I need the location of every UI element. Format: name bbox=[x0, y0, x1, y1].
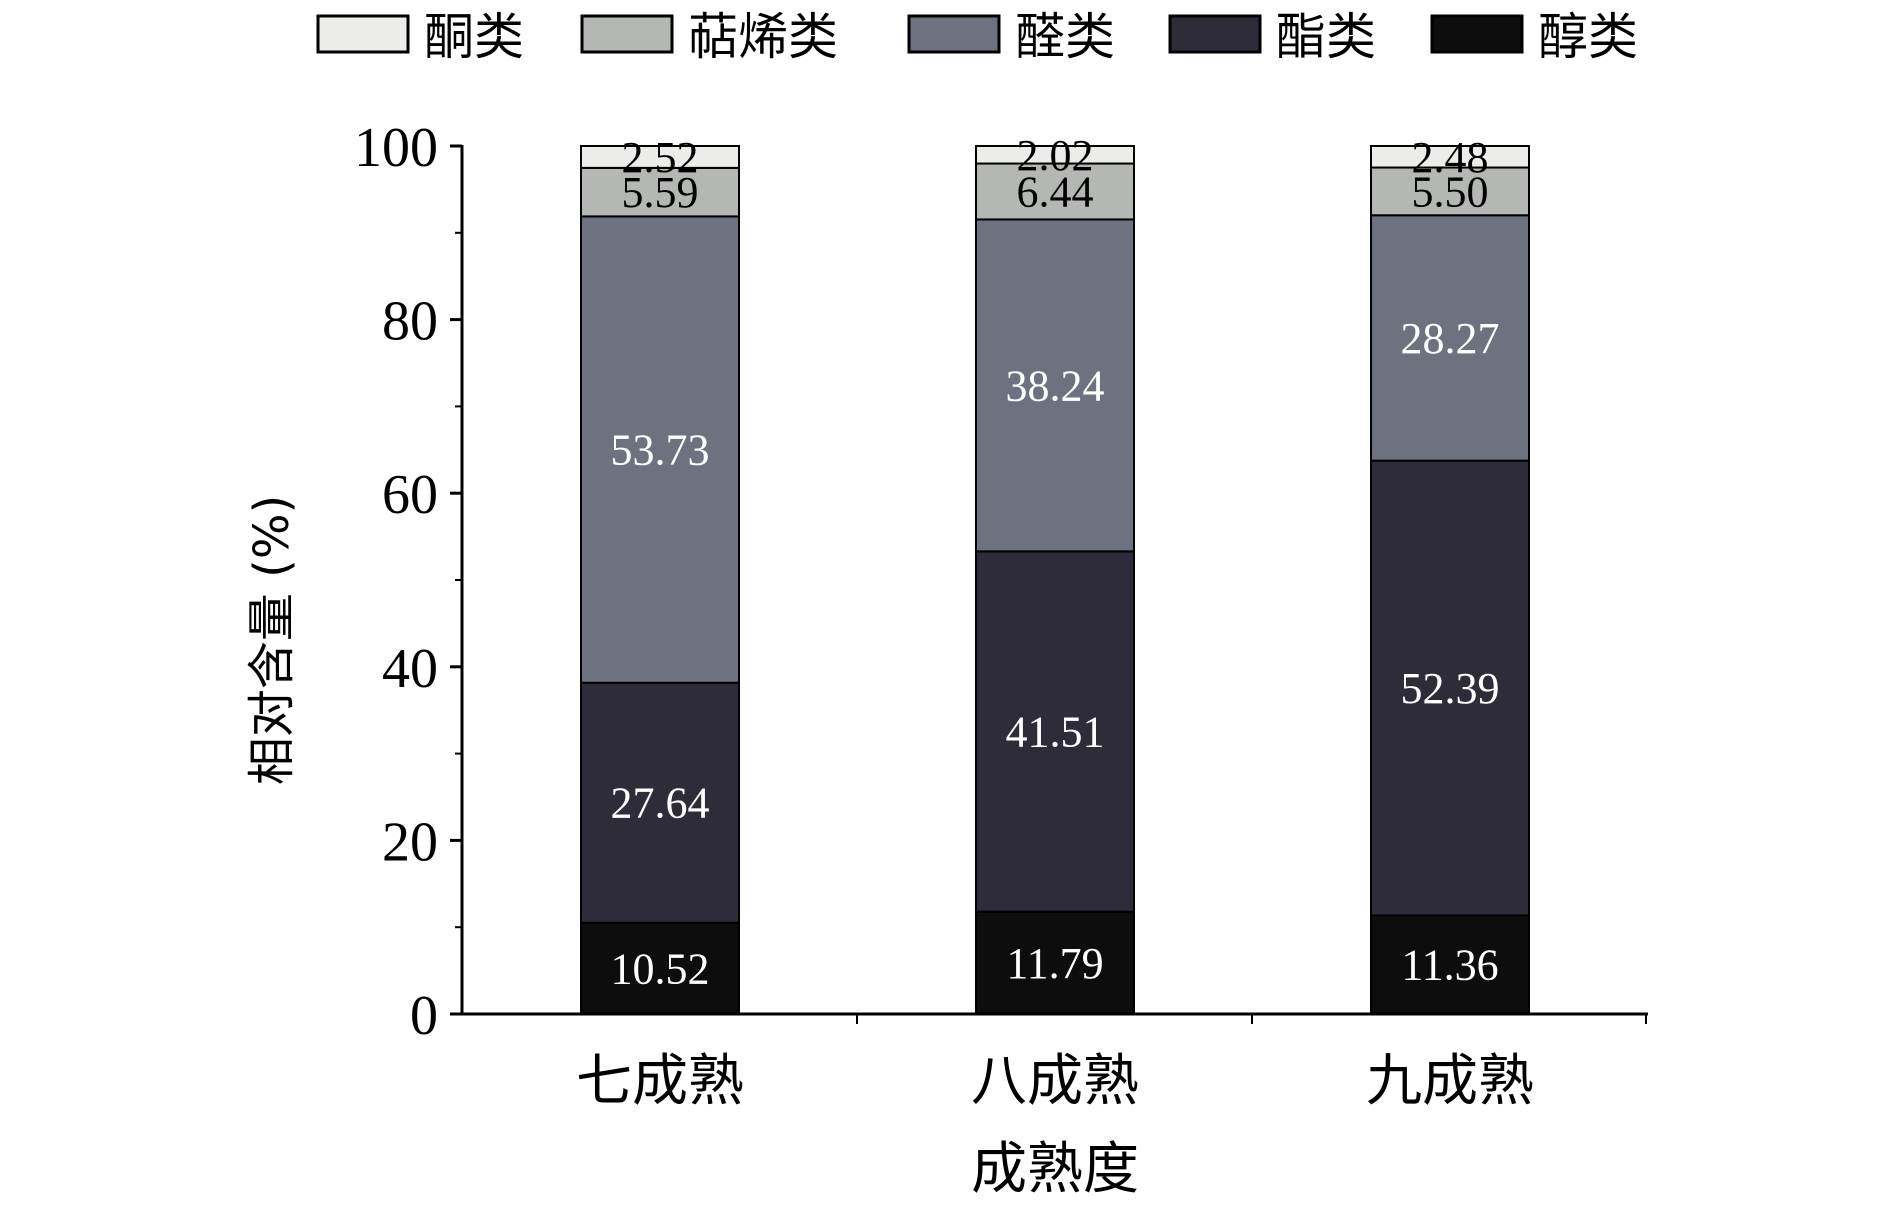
bar-segment-2-5 bbox=[975, 145, 1135, 165]
y-tick-label: 100 bbox=[354, 117, 438, 179]
data-label: 28.27 bbox=[1401, 314, 1500, 363]
y-tick-label: 60 bbox=[382, 464, 438, 526]
legend-swatch bbox=[1168, 14, 1262, 54]
bars-group: 10.52 27.64 53.73 5.592.52 11.79 41.51 38.24 6.… bbox=[580, 131, 1530, 1015]
x-tick-label: 八成熟 bbox=[971, 1049, 1139, 1114]
bar-segment-2-1 bbox=[975, 910, 1135, 1015]
data-label: 6.44 bbox=[1017, 167, 1094, 216]
bar-segment-2-2 bbox=[975, 550, 1135, 913]
bar-segment-3-3 bbox=[1370, 214, 1530, 462]
x-tick-label: 七成熟 bbox=[576, 1049, 744, 1114]
x-tick-label: 九成熟 bbox=[1366, 1049, 1534, 1114]
bar-segment-1-2 bbox=[580, 681, 740, 924]
y-axis-label: 相对含量 (%) bbox=[244, 495, 300, 785]
x-axis-label: 成熟度 bbox=[971, 1137, 1139, 1202]
data-label: 5.59 bbox=[622, 168, 699, 217]
legend-swatch bbox=[316, 14, 410, 54]
legend-swatch bbox=[1430, 14, 1524, 54]
y-tick-label: 80 bbox=[382, 291, 438, 353]
data-label: 10.52 bbox=[611, 944, 710, 993]
legend-label: 醇类 bbox=[1538, 8, 1638, 66]
legend-label: 酯类 bbox=[1276, 8, 1376, 66]
data-label: 2.52 bbox=[622, 133, 699, 182]
bar-segment-3-2 bbox=[1370, 459, 1530, 917]
data-label: 2.02 bbox=[1017, 131, 1094, 180]
bar-segment-2-3 bbox=[975, 218, 1135, 553]
data-label: 53.73 bbox=[611, 426, 710, 475]
data-label: 38.24 bbox=[1006, 361, 1105, 410]
bar-segment-1-1 bbox=[580, 921, 740, 1015]
data-label: 5.50 bbox=[1412, 167, 1489, 216]
legend-swatch bbox=[580, 14, 674, 54]
bar-segment-3-4 bbox=[1370, 166, 1530, 217]
bar-segment-1-4 bbox=[580, 166, 740, 218]
bar-segment-3-5 bbox=[1370, 145, 1530, 169]
legend-label: 萜烯类 bbox=[688, 8, 838, 66]
y-tick-label: 40 bbox=[382, 638, 438, 700]
data-label: 11.36 bbox=[1401, 941, 1498, 990]
chart-legend: 酮类 萜烯类 醛类 酯类 醇类 bbox=[316, 8, 1638, 66]
data-label: 41.51 bbox=[1006, 708, 1105, 757]
bar-segment-1-5 bbox=[580, 145, 740, 169]
y-tick-label: 20 bbox=[382, 811, 438, 873]
axes-group: 0 20 40 60 80 100 七成熟 八成熟 九成熟 bbox=[354, 117, 1648, 1114]
data-label: 11.79 bbox=[1006, 939, 1103, 988]
data-label: 52.39 bbox=[1401, 664, 1500, 713]
legend-label: 醛类 bbox=[1015, 8, 1115, 66]
legend-label: 酮类 bbox=[424, 8, 524, 66]
y-tick-label: 0 bbox=[410, 985, 438, 1047]
bar-segment-2-4 bbox=[975, 162, 1135, 221]
data-label: 27.64 bbox=[611, 779, 710, 828]
data-label: 2.48 bbox=[1412, 133, 1489, 182]
legend-swatch bbox=[907, 14, 1001, 54]
